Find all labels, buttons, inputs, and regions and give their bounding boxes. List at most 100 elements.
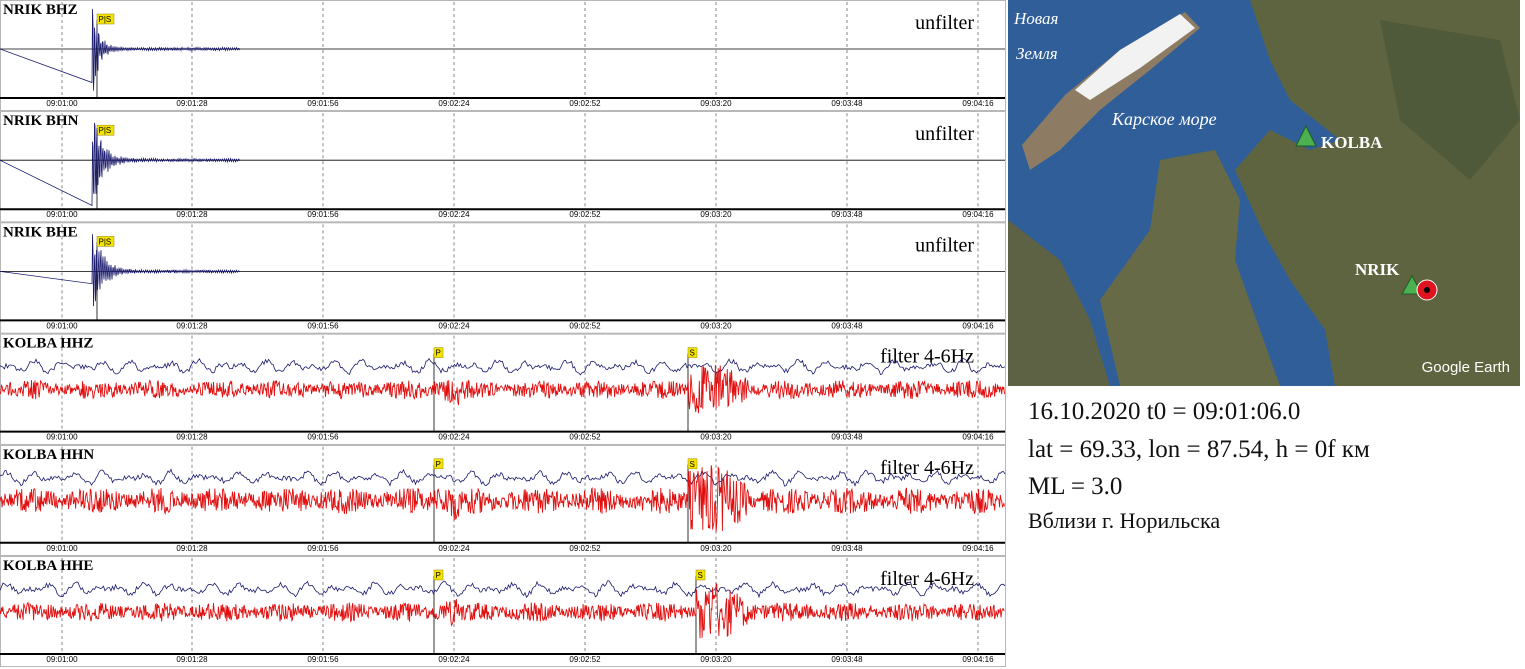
pick-label: P bbox=[436, 349, 441, 358]
time-tick-label: 09:01:56 bbox=[307, 433, 339, 442]
info-line: 16.10.2020 t0 = 09:01:06.0 bbox=[1028, 398, 1301, 425]
station-label: NRIK bbox=[1355, 260, 1400, 279]
map-land bbox=[1100, 150, 1280, 386]
time-tick-label: 09:02:52 bbox=[569, 433, 601, 442]
map-land bbox=[1380, 20, 1520, 180]
time-tick-label: 09:02:24 bbox=[438, 433, 470, 442]
time-tick-label: 09:03:48 bbox=[831, 655, 863, 664]
map-glacier bbox=[1075, 14, 1195, 100]
time-tick-label: 09:03:20 bbox=[700, 321, 732, 330]
panel-frame bbox=[0, 333, 1006, 445]
channel-label: KOLBA HHN bbox=[3, 447, 94, 463]
time-tick-label: 09:01:00 bbox=[46, 655, 78, 664]
time-tick-label: 09:01:56 bbox=[307, 655, 339, 664]
time-tick-label: 09:01:28 bbox=[176, 321, 208, 330]
channel-label: NRIK BHE bbox=[3, 224, 78, 240]
pick-flag bbox=[433, 347, 444, 358]
time-tick-label: 09:02:24 bbox=[438, 210, 470, 219]
envelope-trace bbox=[0, 357, 1006, 376]
time-tick-label: 09:03:48 bbox=[831, 544, 863, 553]
station-marker bbox=[1295, 124, 1317, 147]
time-tick-label: 09:02:52 bbox=[569, 544, 601, 553]
info-line: Вблизи г. Норильска bbox=[1028, 508, 1221, 533]
map-label: Новая bbox=[1013, 9, 1059, 28]
map-label: Карское море bbox=[1111, 109, 1217, 129]
time-tick-label: 09:01:28 bbox=[176, 210, 208, 219]
time-tick-label: 09:02:24 bbox=[438, 544, 470, 553]
info-line: ML = 3.0 bbox=[1028, 473, 1123, 500]
pick-flag bbox=[695, 569, 706, 581]
time-tick-label: 09:03:20 bbox=[700, 210, 732, 219]
waveform bbox=[0, 364, 1005, 414]
station-label: KOLBA bbox=[1321, 133, 1383, 152]
time-tick-label: 09:01:28 bbox=[176, 433, 208, 442]
channel-label: NRIK BHN bbox=[3, 113, 79, 129]
filter-label: unfilter bbox=[915, 123, 974, 145]
filter-label: filter 4-6Hz bbox=[880, 346, 974, 368]
time-tick-label: 09:01:56 bbox=[307, 210, 339, 219]
waveform bbox=[0, 465, 1005, 532]
time-tick-label: 09:04:16 bbox=[962, 655, 994, 664]
map-land bbox=[1008, 220, 1110, 386]
info-line: lat = 69.33, lon = 87.54, h = 0f км bbox=[1028, 436, 1370, 463]
time-tick-label: 09:03:48 bbox=[831, 321, 863, 330]
time-tick-label: 09:03:20 bbox=[700, 99, 732, 108]
time-tick-label: 09:03:48 bbox=[831, 433, 863, 442]
waveform bbox=[0, 583, 1005, 639]
time-tick-label: 09:03:48 bbox=[831, 99, 863, 108]
time-tick-label: 09:04:16 bbox=[962, 544, 994, 553]
map-credit: Google Earth bbox=[1422, 359, 1510, 376]
pick-label: P bbox=[436, 571, 441, 580]
channel-label: NRIK BHZ bbox=[3, 2, 78, 18]
pick-label: S bbox=[690, 349, 695, 358]
time-tick-label: 09:01:56 bbox=[307, 99, 339, 108]
pick-label: P|S bbox=[99, 126, 112, 135]
time-tick-label: 09:01:28 bbox=[176, 99, 208, 108]
time-tick-label: 09:02:24 bbox=[438, 321, 470, 330]
time-tick-label: 09:02:52 bbox=[569, 210, 601, 219]
envelope-trace bbox=[0, 580, 1006, 599]
time-tick-label: 09:03:20 bbox=[700, 655, 732, 664]
pick-flag bbox=[96, 13, 115, 25]
time-tick-label: 09:02:52 bbox=[569, 321, 601, 330]
time-tick-label: 09:04:16 bbox=[962, 99, 994, 108]
pick-label: P|S bbox=[99, 237, 112, 246]
pick-flag bbox=[96, 236, 115, 247]
map: Новая Земля Карское море KOLBA NRIK Google Ea… bbox=[1008, 0, 1520, 386]
waveform bbox=[0, 8, 240, 91]
envelope-trace bbox=[0, 468, 1006, 487]
panel-frame bbox=[0, 222, 1006, 334]
time-tick-label: 09:02:52 bbox=[569, 655, 601, 664]
time-tick-label: 09:03:20 bbox=[700, 544, 732, 553]
time-tick-label: 09:01:00 bbox=[46, 321, 78, 330]
time-tick-label: 09:04:16 bbox=[962, 433, 994, 442]
filter-label: unfilter bbox=[915, 12, 974, 34]
panel-frame bbox=[0, 0, 1006, 111]
epicenter-dot bbox=[1424, 287, 1430, 293]
channel-label: KOLBA HHZ bbox=[3, 336, 93, 352]
filter-label: unfilter bbox=[915, 234, 974, 256]
waveform bbox=[0, 234, 240, 307]
time-tick-label: 09:02:52 bbox=[569, 99, 601, 108]
time-tick-label: 09:01:00 bbox=[46, 433, 78, 442]
pick-label: P|S bbox=[99, 15, 112, 24]
panel-frame bbox=[0, 111, 1006, 223]
time-tick-label: 09:03:20 bbox=[700, 433, 732, 442]
filter-label: filter 4-6Hz bbox=[880, 568, 974, 590]
pick-flag bbox=[687, 458, 698, 470]
pick-flag bbox=[433, 458, 444, 470]
time-tick-label: 09:01:56 bbox=[307, 544, 339, 553]
time-tick-label: 09:01:56 bbox=[307, 321, 339, 330]
waveform bbox=[0, 122, 240, 207]
pick-label: S bbox=[690, 460, 695, 469]
pick-label: P bbox=[436, 460, 441, 469]
pick-flag bbox=[433, 569, 444, 581]
channel-label: KOLBA HHE bbox=[3, 558, 93, 574]
time-tick-label: 09:02:24 bbox=[438, 655, 470, 664]
time-tick-label: 09:03:48 bbox=[831, 210, 863, 219]
time-tick-label: 09:04:16 bbox=[962, 210, 994, 219]
pick-label: S bbox=[698, 571, 703, 580]
time-tick-label: 09:01:28 bbox=[176, 544, 208, 553]
